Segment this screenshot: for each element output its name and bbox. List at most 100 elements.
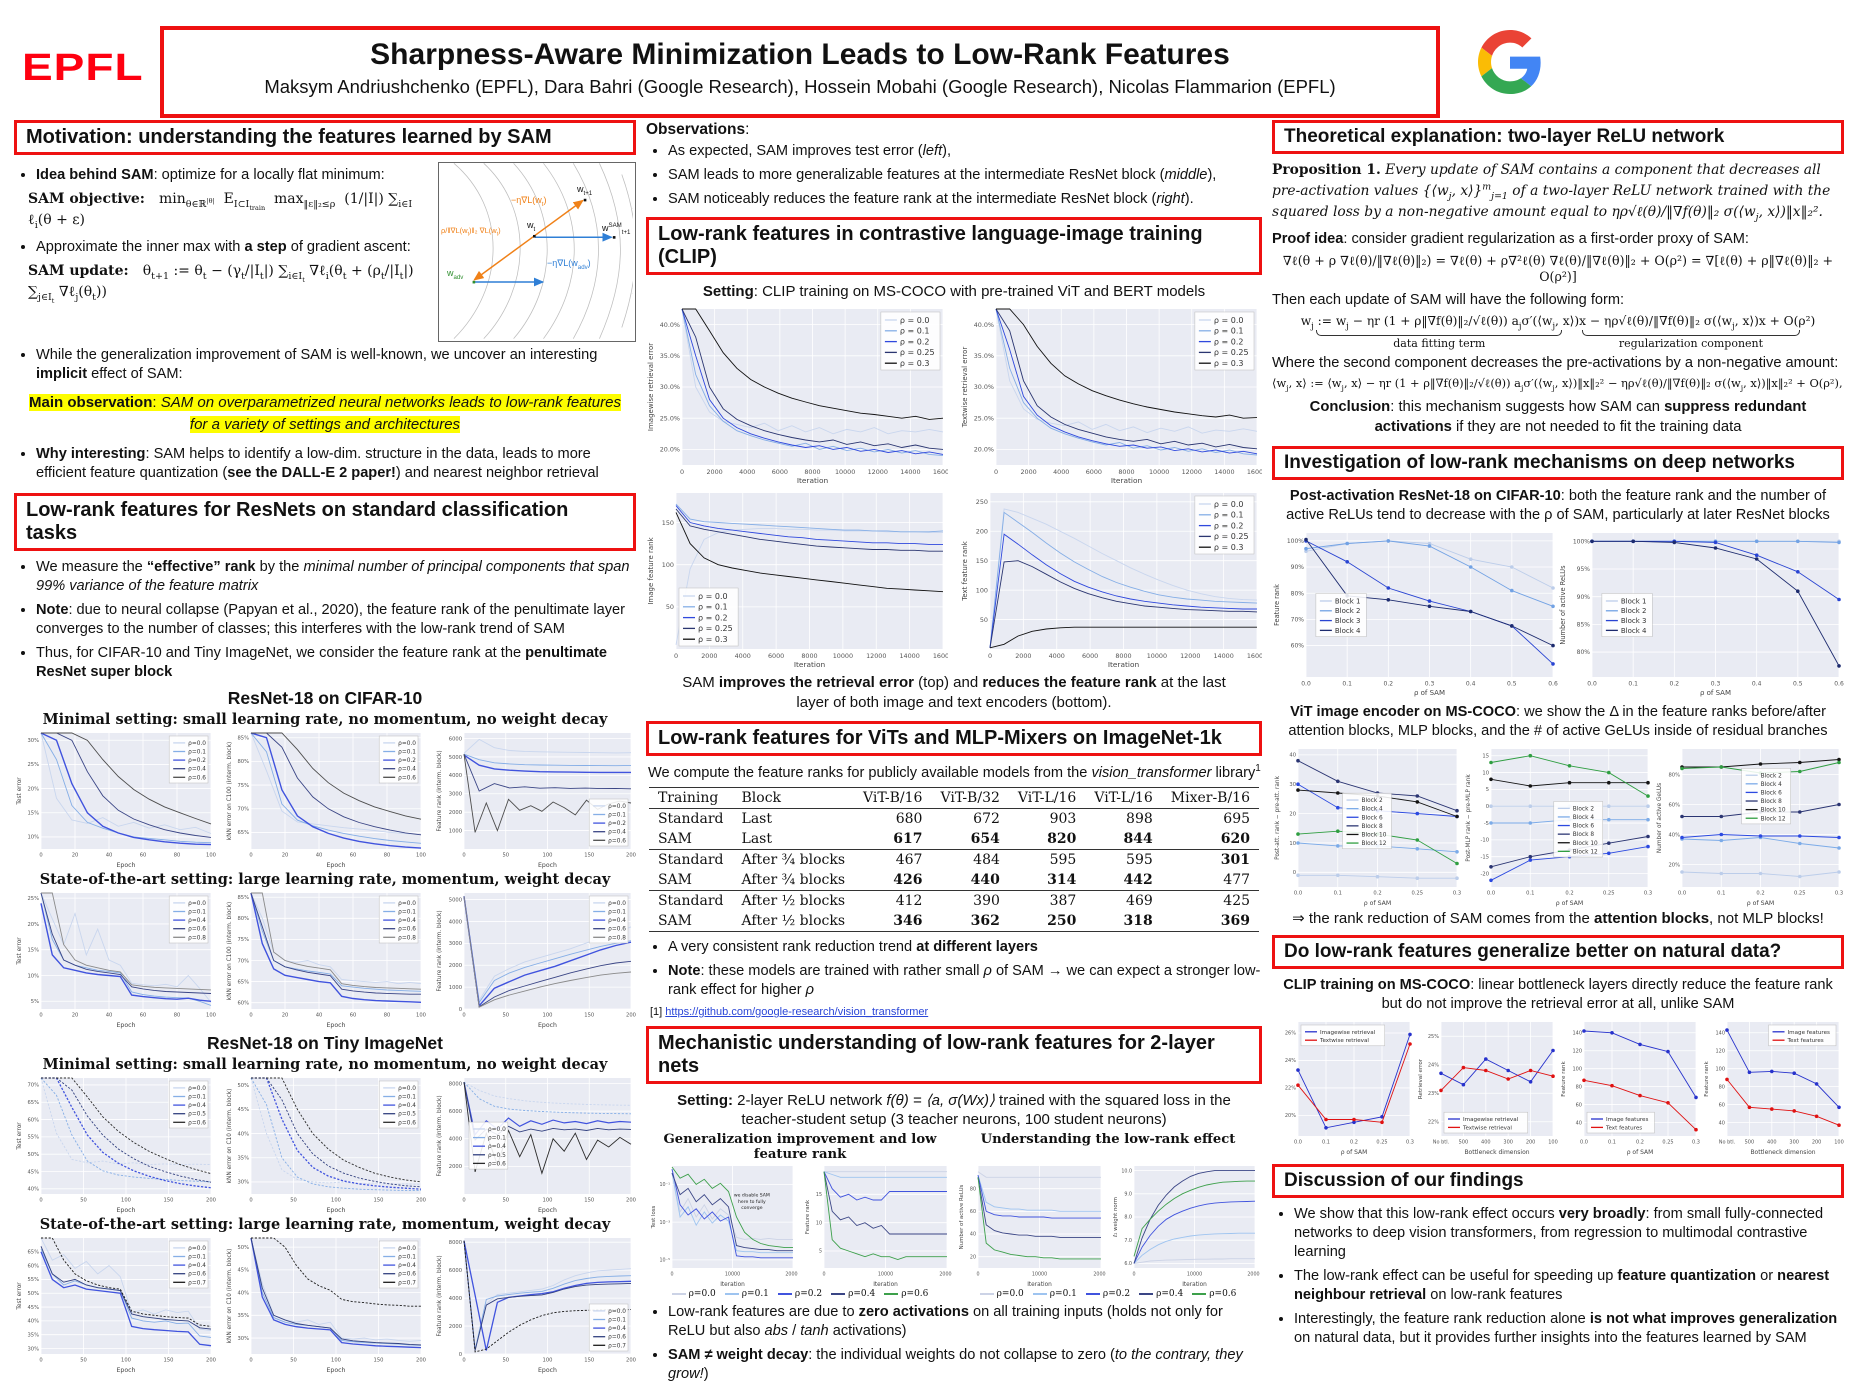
svg-text:5: 5 [1486,787,1489,793]
plot-cifar-sota-test-error: 0 20 40 60 80 100 5% 10% 15% 20% 25% Test error Epoc… [14,889,216,1029]
svg-text:40: 40 [316,1013,323,1019]
svg-text:25.0%: 25.0% [660,414,680,422]
svg-text:50%: 50% [27,1152,39,1158]
svg-text:Epoch: Epoch [117,1367,136,1374]
svg-text:40%: 40% [237,1132,249,1138]
svg-text:0.6: 0.6 [1548,681,1558,688]
svg-text:6000: 6000 [449,737,462,743]
svg-text:0.2: 0.2 [1636,1140,1644,1146]
svg-text:20: 20 [72,853,79,859]
svg-text:ρ=0.0: ρ=0.0 [608,1309,626,1315]
svg-text:14000: 14000 [899,651,919,659]
diagram-label-wsam: wSAMt+1 [602,222,631,236]
svg-text:6000: 6000 [1086,467,1102,475]
svg-text:ρ of SAM: ρ of SAM [1627,1149,1654,1156]
svg-text:ρ = 0.3: ρ = 0.3 [1214,359,1244,368]
svg-text:0: 0 [1132,1271,1135,1277]
svg-text:2000: 2000 [701,651,717,659]
svg-text:20000: 20000 [1247,1271,1260,1277]
svg-text:200: 200 [1812,1140,1822,1146]
svg-text:70%: 70% [237,958,249,964]
svg-text:20000: 20000 [939,1271,952,1277]
svg-text:0: 0 [670,1271,673,1277]
svg-text:150: 150 [662,518,674,526]
svg-text:4000: 4000 [1053,467,1069,475]
svg-text:20.0%: 20.0% [660,445,680,453]
svg-text:ρ = 0.1: ρ = 0.1 [1214,510,1244,519]
svg-text:400: 400 [1481,1140,1491,1146]
svg-text:ρ = 0.2: ρ = 0.2 [698,613,728,622]
svg-text:Textwise retrieval: Textwise retrieval [1319,1038,1369,1044]
svg-text:140: 140 [1715,1031,1725,1037]
svg-text:60: 60 [350,1013,357,1019]
svg-text:Iteration: Iteration [1111,476,1143,485]
svg-text:ρ = 0.1: ρ = 0.1 [1214,326,1244,335]
svg-text:80: 80 [1719,1084,1725,1090]
svg-text:ρ of SAM: ρ of SAM [1700,689,1731,697]
svg-text:5000: 5000 [449,898,462,904]
svg-text:45%: 45% [27,1305,39,1311]
svg-text:0.3: 0.3 [1453,891,1461,897]
svg-text:80: 80 [970,1186,976,1192]
svg-text:65%: 65% [237,830,249,836]
main-observation-highlight: Main observation: SAM on overparametrize… [29,393,621,433]
svg-text:ρ=0.1: ρ=0.1 [608,813,626,819]
svg-text:16000: 16000 [1247,467,1262,475]
svg-text:Block 2: Block 2 [1573,806,1595,812]
svg-text:14000: 14000 [1214,467,1234,475]
svg-text:35%: 35% [27,1333,39,1339]
svg-text:Block 2: Block 2 [1335,607,1361,615]
svg-text:30.0%: 30.0% [660,383,680,391]
svg-text:80: 80 [1576,1084,1582,1090]
svg-text:70%: 70% [237,807,249,813]
svg-text:12000: 12000 [868,467,888,475]
svg-text:200: 200 [626,1358,636,1364]
svg-text:16000: 16000 [933,467,948,475]
motivation-bullet-why: Why interesting: SAM helps to identify a… [36,445,636,483]
svg-text:80: 80 [174,1013,181,1019]
svg-text:kNN error on C100 (interm. blo: kNN error on C100 (interm. block) [227,742,233,840]
svg-text:No btl.: No btl. [1719,1140,1736,1146]
svg-text:55%: 55% [27,1135,39,1141]
svg-text:0: 0 [462,1358,465,1364]
svg-text:4000: 4000 [449,1296,462,1302]
svg-text:50: 50 [502,1013,509,1019]
svg-text:8000: 8000 [1115,651,1131,659]
svg-text:Text features: Text features [1605,1125,1642,1131]
svg-text:Block 6: Block 6 [1362,815,1384,821]
svg-text:60%: 60% [27,1118,39,1124]
svg-text:5%: 5% [31,999,39,1005]
section-vits: Low-rank features for ViTs and MLP-Mixer… [646,721,1262,757]
svg-text:2000: 2000 [1020,467,1036,475]
observation-item-3: SAM noticeably reduces the feature rank … [668,190,1262,209]
plot-cifar-sota-knn-error: 0 20 40 60 80 100 60% 65% 70% 75% 80% 85% kNN error … [224,889,426,1029]
diagram-label-grad-wadv: −η∇L(wadv) [547,258,591,271]
svg-text:100: 100 [1548,1140,1558,1146]
theory-formula-3: ⟨wj, x⟩ := ⟨wj, x⟩ − ηr (1 + ρ‖∇f(θ)‖₂/√… [1272,376,1843,393]
tiny-minimal-caption: Minimal setting: small learning rate, no… [42,1056,608,1074]
svg-text:50: 50 [502,1358,509,1364]
svg-text:80: 80 [384,1013,391,1019]
svg-text:10000: 10000 [878,1271,893,1277]
svg-text:55%: 55% [27,1277,39,1283]
svg-text:50%: 50% [237,1083,249,1089]
svg-text:0.3: 0.3 [1711,681,1721,688]
svg-text:0.0: 0.0 [1301,681,1311,688]
section-natural-title: Do low-rank features generalize better o… [1284,941,1782,963]
vits-bullet-note: Note: these models are trained with rath… [668,962,1262,1000]
svg-text:Block 8: Block 8 [1761,799,1783,805]
svg-text:90%: 90% [1291,564,1305,571]
svg-text:2000: 2000 [449,810,462,816]
svg-text:10⁻⁵: 10⁻⁵ [659,1257,670,1263]
svg-text:50: 50 [502,853,509,859]
plot-mech-weight-norm: 0 10000 20000 6.0 7.0 8.0 9.0 10.0 ℓ₂ weight nor… [1110,1162,1263,1288]
invest-arrow-conclusion: ⇒ the rank reduction of SAM comes from t… [1292,910,1824,928]
svg-text:0.6: 0.6 [1834,681,1844,688]
section-mechanistic-title: Mechanistic understanding of low-rank fe… [658,1031,1215,1077]
svg-text:30%: 30% [27,738,39,744]
vits-footnote[interactable]: [1] https://github.com/google-research/v… [650,1005,929,1018]
plot-invest-active-relus: 0.0 0.1 0.2 0.3 0.4 0.5 0.6 80% 85% 90% 95% 100% Num… [1558,529,1844,697]
svg-text:0.25: 0.25 [1411,891,1423,897]
svg-text:Image features: Image features [1788,1030,1830,1036]
svg-text:100%: 100% [1573,539,1590,546]
